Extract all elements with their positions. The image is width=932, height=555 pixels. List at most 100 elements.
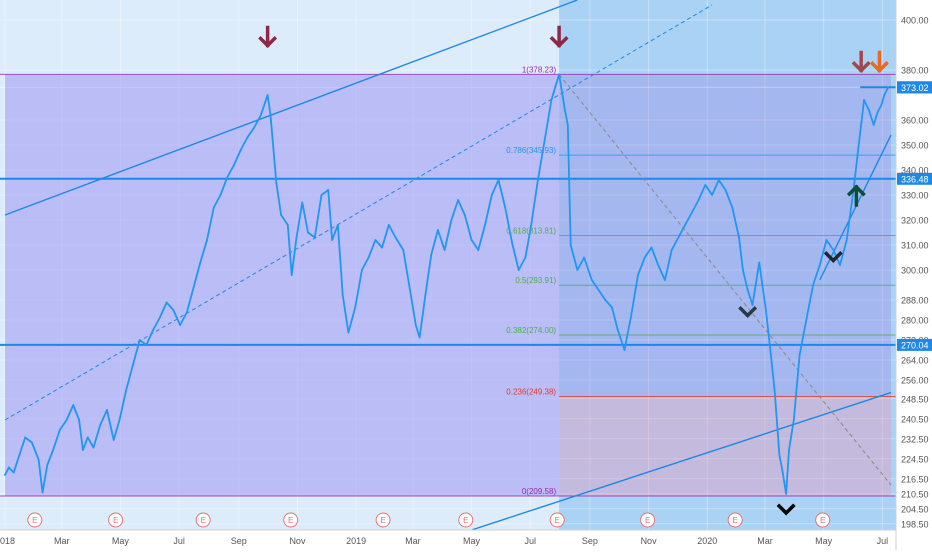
price-point bbox=[717, 179, 720, 181]
earnings-marker-label: E bbox=[820, 516, 825, 525]
price-point bbox=[524, 256, 527, 259]
price-point bbox=[867, 109, 870, 111]
price-point bbox=[301, 201, 304, 204]
price-point bbox=[165, 301, 168, 304]
earnings-marker[interactable]: E bbox=[283, 512, 299, 528]
down-arrow-icon bbox=[258, 25, 278, 48]
time-axis[interactable] bbox=[0, 530, 896, 550]
price-point bbox=[746, 289, 749, 291]
price-point bbox=[18, 454, 21, 456]
time-tick-label: Mar bbox=[54, 536, 70, 546]
earnings-marker-circle bbox=[195, 512, 211, 528]
time-tick-label: May bbox=[112, 536, 130, 546]
fib-level-label: 1(378.23) bbox=[522, 65, 557, 74]
price-tick-label: 330.00 bbox=[901, 191, 929, 201]
price-point bbox=[307, 231, 309, 234]
price-point bbox=[537, 179, 539, 181]
price-point bbox=[630, 314, 633, 316]
price-point bbox=[504, 206, 507, 209]
price-point bbox=[812, 284, 814, 286]
price-point bbox=[664, 279, 666, 281]
earnings-marker-circle bbox=[283, 512, 299, 528]
earnings-marker-circle bbox=[549, 512, 565, 528]
price-point bbox=[52, 449, 54, 451]
price-tick-label: 264.00 bbox=[901, 356, 929, 366]
trendline-dashed bbox=[558, 74, 892, 486]
price-point bbox=[738, 236, 740, 239]
price-tick-label: 340.00 bbox=[901, 166, 929, 176]
earnings-marker-circle bbox=[108, 512, 124, 528]
earnings-marker[interactable]: E bbox=[640, 512, 656, 528]
price-point bbox=[402, 249, 405, 251]
earnings-marker[interactable]: E bbox=[727, 512, 743, 528]
price-tick-label: 240.50 bbox=[901, 414, 929, 424]
price-point bbox=[490, 194, 493, 196]
trendline-dashed bbox=[4, 4, 713, 421]
price-point bbox=[280, 214, 282, 216]
price-point bbox=[839, 264, 841, 266]
price-point bbox=[374, 239, 377, 241]
price-point bbox=[239, 149, 242, 151]
price-point bbox=[206, 239, 208, 241]
earnings-marker[interactable]: E bbox=[375, 512, 391, 528]
price-point bbox=[450, 219, 453, 221]
time-tick-label: 2018 bbox=[0, 536, 15, 546]
price-point bbox=[477, 249, 480, 251]
down-arrow-stroke bbox=[549, 25, 569, 48]
down-arrow-icon bbox=[869, 50, 889, 73]
price-point bbox=[788, 449, 790, 451]
price-point bbox=[118, 419, 121, 421]
chevron-stroke bbox=[776, 503, 796, 516]
time-tick-label: 2019 bbox=[346, 536, 366, 546]
price-point bbox=[583, 256, 586, 259]
price-point bbox=[704, 184, 707, 186]
earnings-marker[interactable]: E bbox=[108, 512, 124, 528]
earnings-marker[interactable]: E bbox=[458, 512, 474, 528]
price-point bbox=[569, 244, 572, 246]
fib-level-label: 0.236(249.38) bbox=[506, 388, 556, 397]
price-point bbox=[576, 269, 579, 271]
price-point bbox=[92, 446, 95, 449]
price-tick-label: 216.50 bbox=[901, 474, 929, 484]
price-point bbox=[269, 114, 272, 116]
up-arrow-icon bbox=[846, 184, 866, 207]
price-point bbox=[825, 239, 828, 241]
price-tick-label: 224.50 bbox=[901, 454, 929, 464]
price-point bbox=[354, 306, 357, 309]
price-point bbox=[179, 324, 181, 326]
earnings-marker[interactable]: E bbox=[815, 512, 831, 528]
earnings-marker-circle bbox=[458, 512, 474, 528]
price-point bbox=[424, 294, 427, 296]
earnings-marker[interactable]: E bbox=[27, 512, 43, 528]
price-point bbox=[24, 436, 27, 439]
price-point bbox=[409, 289, 411, 291]
price-point bbox=[883, 94, 886, 96]
earnings-marker-circle bbox=[815, 512, 831, 528]
down-arrow-stroke bbox=[851, 50, 871, 73]
price-point bbox=[497, 179, 500, 181]
time-tick-label: Sep bbox=[231, 536, 247, 546]
time-tick-label: May bbox=[463, 536, 481, 546]
price-point bbox=[778, 454, 781, 456]
earnings-marker-label: E bbox=[463, 516, 468, 525]
earnings-marker-circle bbox=[727, 512, 743, 528]
price-point bbox=[320, 194, 323, 196]
price-tick-label: 360.00 bbox=[901, 116, 929, 126]
price-point bbox=[543, 139, 546, 141]
price-point bbox=[253, 126, 256, 129]
earnings-marker[interactable]: E bbox=[195, 512, 211, 528]
earnings-marker[interactable]: E bbox=[549, 512, 565, 528]
price-point bbox=[290, 274, 293, 276]
price-point bbox=[286, 224, 289, 226]
price-point bbox=[414, 324, 417, 326]
price-tick-label: 256.00 bbox=[901, 376, 929, 386]
price-point bbox=[41, 491, 44, 494]
price-point bbox=[226, 176, 229, 179]
price-point bbox=[457, 199, 460, 201]
price-point bbox=[313, 236, 316, 239]
price-point bbox=[724, 189, 727, 191]
chevron-arrow-icon bbox=[776, 503, 796, 516]
price-point bbox=[637, 274, 639, 276]
